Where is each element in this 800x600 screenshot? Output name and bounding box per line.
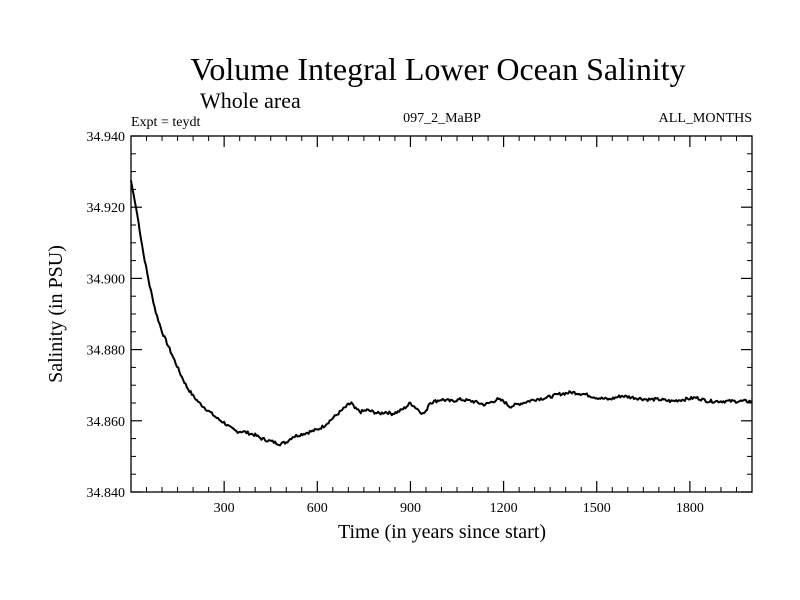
period-label: ALL_MONTHS [659,111,752,126]
y-axis-label: Salinity (in PSU) [45,245,67,383]
salinity-series-line [130,180,753,447]
x-tick-label: 900 [400,501,421,516]
chart-subtitle: Whole area [200,88,301,113]
y-tick-label: 34.900 [87,272,126,287]
y-axis-ticks [131,135,752,493]
y-tick-label: 34.840 [87,486,126,501]
chart-title: Volume Integral Lower Ocean Salinity [190,51,685,87]
x-tick-label: 1800 [676,501,704,516]
run-label: 097_2_MaBP [403,111,481,126]
y-tick-label: 34.880 [87,344,126,359]
x-axis-label: Time (in years since start) [338,521,546,543]
y-tick-label: 34.860 [87,415,126,430]
y-tick-label: 34.940 [87,130,126,145]
x-tick-label: 600 [307,501,328,516]
x-axis-ticks [146,136,737,492]
x-tick-label: 1200 [490,501,518,516]
experiment-label: Expt = teydt [131,115,200,130]
x-tick-label: 1500 [583,501,611,516]
y-axis-tick-labels: 34.840 34.860 34.880 34.900 34.920 34.940 [87,130,126,501]
y-tick-label: 34.920 [87,201,126,216]
x-axis-tick-labels: 300 600 900 1200 1500 1800 [214,501,704,516]
x-tick-label: 300 [214,501,235,516]
